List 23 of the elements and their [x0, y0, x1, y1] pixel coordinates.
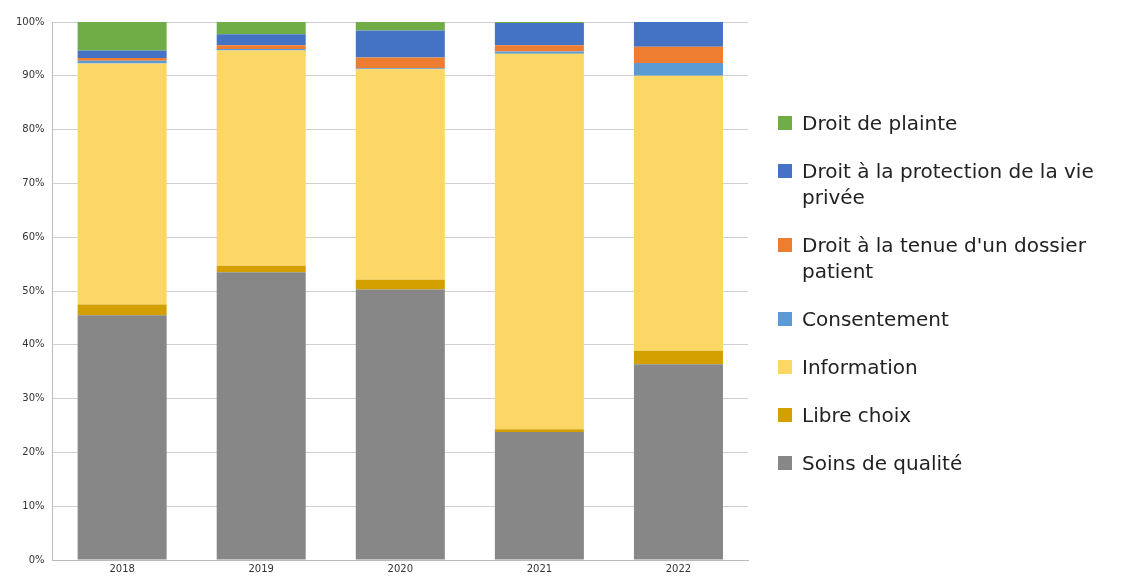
x-tick-label: 2020	[387, 562, 414, 574]
y-tick-label: 60%	[22, 230, 45, 242]
y-tick-label: 100%	[16, 15, 45, 27]
x-tick-label: 2018	[109, 562, 135, 574]
legend-label: Libre choix	[802, 402, 912, 428]
y-tick-label: 90%	[22, 69, 45, 81]
legend-label: Droit de plainte	[802, 110, 958, 136]
y-tick-label: 10%	[22, 499, 45, 511]
x-tick-label: 2022	[665, 562, 692, 574]
y-tick-label: 30%	[22, 392, 45, 404]
y-tick-label: 40%	[22, 338, 45, 350]
x-tick-label: 2019	[248, 562, 274, 574]
y-tick-label: 70%	[22, 176, 45, 188]
legend-label: Consentement	[802, 306, 949, 332]
legend-label: Droit à la tenue d'un dossier patient	[802, 232, 1087, 284]
y-tick-label: 50%	[22, 284, 45, 296]
x-tick-label: 2021	[526, 562, 553, 574]
y-tick-label: 20%	[22, 445, 45, 457]
y-tick-label: 0%	[28, 553, 45, 565]
legend-label: Droit à la protection de la vie privée	[802, 158, 1095, 210]
y-tick-label: 80%	[22, 123, 45, 135]
legend-label: Information	[802, 354, 918, 380]
legend-label: Soins de qualité	[802, 450, 963, 476]
